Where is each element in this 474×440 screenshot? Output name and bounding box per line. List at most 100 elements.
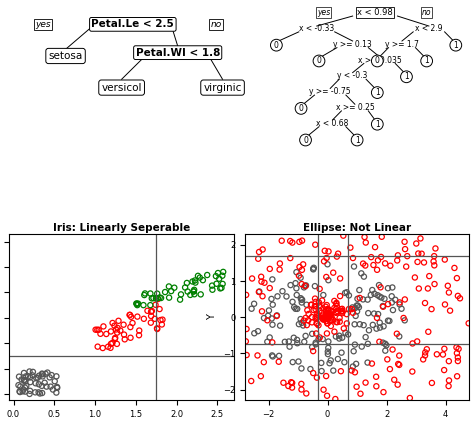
Point [109, 319, 116, 326]
Point [364, 340, 372, 347]
Text: Petal.Le < 2.5: Petal.Le < 2.5 [91, 19, 174, 29]
Point [319, 297, 326, 304]
Point [409, 368, 416, 375]
Point [328, 311, 335, 318]
Point [298, 319, 305, 326]
Point [356, 286, 363, 293]
Point [43, 383, 50, 390]
Point [302, 315, 310, 322]
Point [325, 314, 332, 321]
Point [360, 322, 367, 329]
Point [26, 390, 33, 397]
Point [339, 308, 346, 315]
Point [298, 365, 305, 372]
Point [242, 291, 250, 298]
Point [313, 319, 320, 326]
Point [293, 291, 301, 298]
Point [323, 254, 330, 261]
Point [161, 289, 169, 296]
Point [134, 302, 141, 309]
Point [431, 281, 438, 288]
Point [384, 285, 392, 292]
Point [402, 263, 410, 270]
Point [26, 387, 34, 394]
Point [284, 382, 292, 389]
Point [374, 257, 382, 264]
Point [421, 352, 429, 359]
Point [243, 326, 250, 333]
Point [352, 312, 359, 319]
Point [29, 372, 36, 379]
Point [332, 333, 340, 340]
Point [53, 389, 60, 396]
Point [154, 296, 162, 303]
Point [395, 361, 403, 368]
Point [215, 275, 223, 282]
Point [49, 386, 57, 393]
Text: versicol: versicol [101, 83, 142, 92]
Point [313, 320, 321, 327]
Text: 1: 1 [375, 120, 380, 128]
Point [382, 347, 389, 354]
Point [374, 266, 381, 273]
Point [313, 311, 321, 318]
Point [388, 293, 395, 300]
Point [324, 314, 331, 321]
Point [293, 305, 301, 312]
Point [323, 309, 330, 316]
Point [260, 359, 268, 366]
Point [322, 308, 329, 315]
Point [133, 300, 140, 307]
Point [20, 370, 28, 377]
Point [281, 338, 289, 345]
Text: y >= 1.7: y >= 1.7 [385, 40, 419, 49]
Point [264, 338, 271, 345]
Point [127, 334, 134, 341]
Point [323, 311, 331, 318]
Point [338, 310, 346, 317]
Point [146, 290, 154, 297]
Point [115, 317, 122, 324]
Point [31, 389, 39, 396]
Point [332, 319, 340, 326]
Point [400, 315, 407, 322]
Point [27, 378, 34, 385]
Point [414, 250, 422, 257]
Point [312, 339, 319, 346]
Point [297, 274, 304, 281]
Point [157, 294, 165, 301]
Point [362, 262, 369, 269]
Point [21, 384, 29, 391]
Point [324, 313, 332, 320]
Text: Petal.WI < 1.8: Petal.WI < 1.8 [136, 48, 220, 58]
Point [428, 379, 436, 386]
Point [308, 319, 316, 326]
Point [316, 334, 324, 341]
Point [378, 233, 385, 240]
Point [373, 314, 381, 321]
Point [32, 380, 39, 387]
Point [321, 247, 328, 254]
Point [141, 290, 149, 297]
Text: x >= 0.035: x >= 0.035 [358, 55, 401, 65]
Point [370, 310, 378, 317]
Point [324, 348, 332, 355]
Point [319, 312, 327, 319]
Text: 1: 1 [355, 136, 359, 144]
Point [275, 352, 283, 359]
Point [358, 343, 365, 350]
Point [440, 345, 448, 352]
Point [386, 262, 394, 269]
Point [343, 320, 351, 327]
Text: y >= 0.13: y >= 0.13 [333, 40, 372, 49]
Point [305, 311, 312, 318]
Point [385, 317, 393, 324]
Point [300, 322, 307, 329]
Point [313, 313, 321, 320]
Point [345, 292, 353, 299]
Text: no: no [422, 8, 431, 17]
Point [214, 270, 222, 277]
Point [248, 275, 256, 282]
Point [324, 351, 332, 358]
Point [288, 379, 296, 386]
